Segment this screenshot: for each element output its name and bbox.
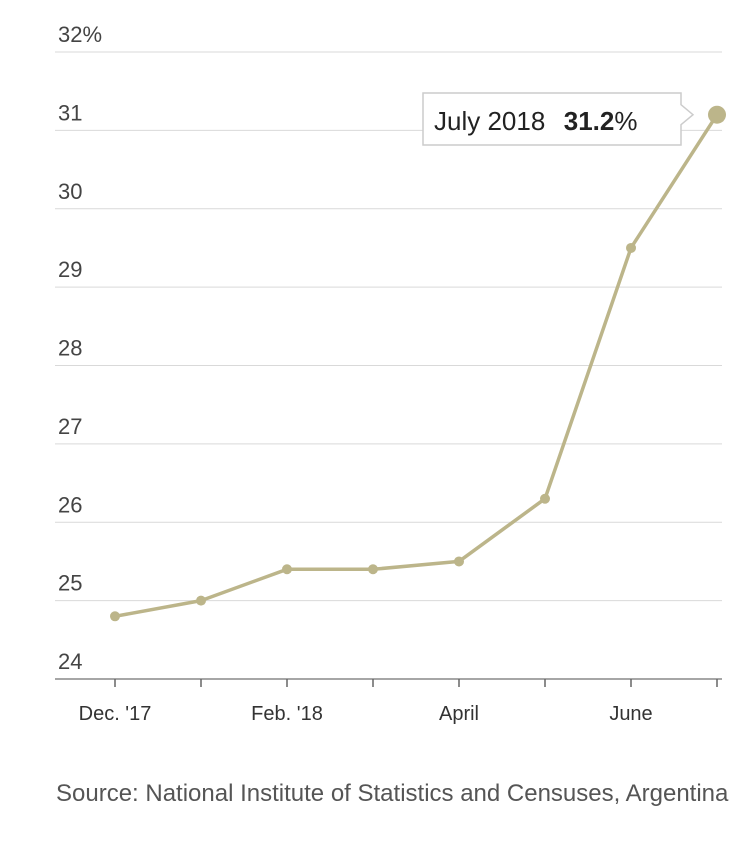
y-tick-label: 29 — [58, 257, 82, 282]
data-point[interactable] — [454, 556, 464, 567]
y-tick-label: 32% — [58, 22, 102, 47]
data-point[interactable] — [196, 595, 206, 606]
y-tick-label: 27 — [58, 414, 82, 439]
data-point[interactable] — [282, 564, 292, 575]
data-point[interactable] — [110, 611, 120, 622]
y-tick-label: 24 — [58, 649, 82, 674]
x-tick-label: April — [439, 703, 479, 725]
tooltip-unit: % — [614, 106, 637, 136]
source-note: Source: National Institute of Statistics… — [56, 780, 729, 807]
y-tick-label: 26 — [58, 492, 82, 517]
highlighted-data-point[interactable] — [708, 105, 726, 124]
line-chart: 24 25 26 27 28 29 30 31 32% Dec. '17 Feb. '18 Apri… — [55, 22, 726, 725]
data-point[interactable] — [540, 493, 550, 504]
series-line — [113, 112, 719, 619]
x-tick-label: Dec. '17 — [79, 703, 152, 725]
tooltip: July 2018 31.2% — [422, 92, 695, 146]
y-axis-ticks: 24 25 26 27 28 29 30 31 32% — [58, 22, 102, 674]
tooltip-label: July 2018 — [434, 106, 545, 136]
y-tick-label: 28 — [58, 336, 82, 361]
y-tick-label: 30 — [58, 179, 82, 204]
x-tick-label: June — [609, 703, 652, 725]
tooltip-box — [422, 92, 695, 146]
y-tick-label: 25 — [58, 571, 82, 596]
data-point[interactable] — [626, 242, 636, 253]
tooltip-value: 31.2 — [564, 106, 615, 136]
series-line-group — [110, 105, 726, 622]
x-tick-label: Feb. '18 — [251, 703, 323, 725]
tooltip-text: July 2018 31.2% — [434, 106, 638, 136]
y-tick-label: 31 — [58, 100, 82, 125]
x-axis: Dec. '17 Feb. '18 April June — [79, 679, 718, 725]
gridlines — [55, 51, 722, 680]
data-point[interactable] — [368, 564, 378, 575]
